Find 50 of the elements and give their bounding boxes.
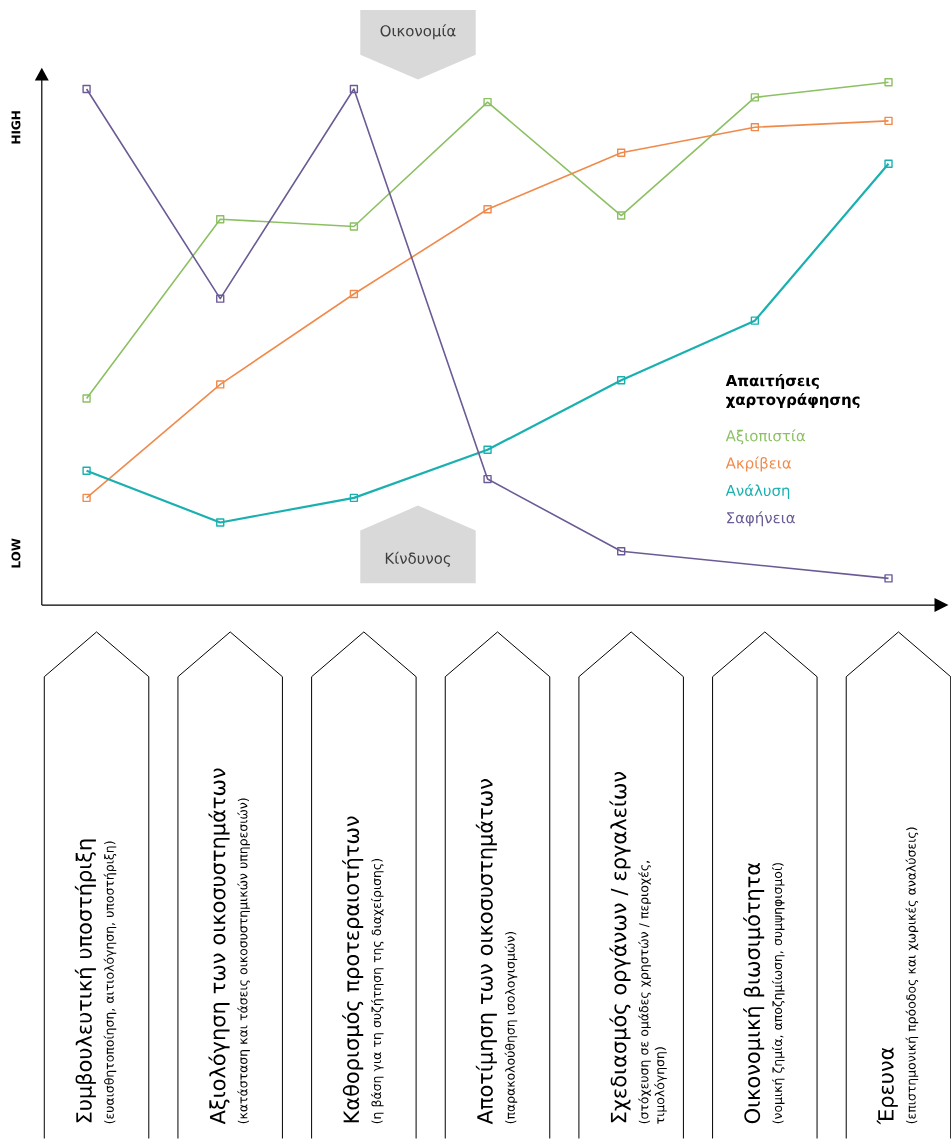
point <box>750 123 759 132</box>
point <box>616 376 626 385</box>
x-tick-label: Έρευνα <box>876 1047 898 1125</box>
x-tick-label: Αξιολόγηση των οικοσυστημάτων <box>208 768 230 1125</box>
point <box>82 394 91 403</box>
point <box>82 84 91 94</box>
text: (επιστημονική πρόοδος και χωρικές αναλύσεις) <box>905 827 919 1124</box>
text: (η βάση για τη συζήτηση της διαχείρισης) <box>370 859 384 1124</box>
text: (νομική ζημία, αποζημίωση, συμψηφισμοί) <box>771 863 785 1124</box>
text: (παρακολούθηση ισολογισμών) <box>504 932 518 1124</box>
legend-title: Απαιτήσεις χαρτογράφησης <box>725 374 860 409</box>
point <box>215 380 225 389</box>
point <box>82 493 91 503</box>
point <box>750 93 759 102</box>
point <box>884 159 893 168</box>
x-tick-label: Αποτίμηση των οικοσυστημάτων <box>475 779 497 1125</box>
point <box>483 97 492 107</box>
point <box>215 518 225 527</box>
point <box>884 574 893 583</box>
text: LOW <box>11 538 21 568</box>
point <box>349 222 358 231</box>
text: Ακρίβεια <box>725 456 791 472</box>
x-tick-label: Συμβουλευτική υποστήριξη <box>74 839 96 1123</box>
point <box>616 148 626 157</box>
x-tick-label: Οικονομική βιωσιμότητα <box>743 862 765 1124</box>
point <box>616 211 626 220</box>
point <box>616 547 626 556</box>
point <box>215 215 225 224</box>
text: (στόχευση σε ομάδες χρηστών / περιοχές, τιμολόγηση) <box>638 861 667 1124</box>
point <box>483 474 492 484</box>
text: (ευαισθητοποίηση, αιτιολόγηση, υποστήριξη) <box>103 841 117 1124</box>
text: Οικονομία <box>380 24 456 40</box>
text: Αξιοπιστία <box>725 429 805 445</box>
x-tick-label: Καθορισμός προτεραιοτήτων <box>342 816 364 1123</box>
point <box>884 78 893 87</box>
point <box>483 445 492 454</box>
annotation: Κίνδυνος <box>385 551 451 567</box>
point <box>349 84 358 94</box>
text: HIGH <box>11 111 21 144</box>
point <box>349 493 358 503</box>
point <box>349 289 358 299</box>
point <box>884 116 893 126</box>
text: Σαφήνεια <box>727 511 795 527</box>
text: (κατάσταση και τάσεις οικοσυστημικών υπηρεσιών) <box>237 798 250 1124</box>
point <box>750 316 759 325</box>
x-tick-label: Σχεδιασμός οργάνων / εργαλείων <box>609 771 631 1123</box>
point <box>82 466 91 475</box>
point <box>483 205 492 214</box>
text: Ανάλυση <box>725 483 790 499</box>
point <box>215 294 225 303</box>
